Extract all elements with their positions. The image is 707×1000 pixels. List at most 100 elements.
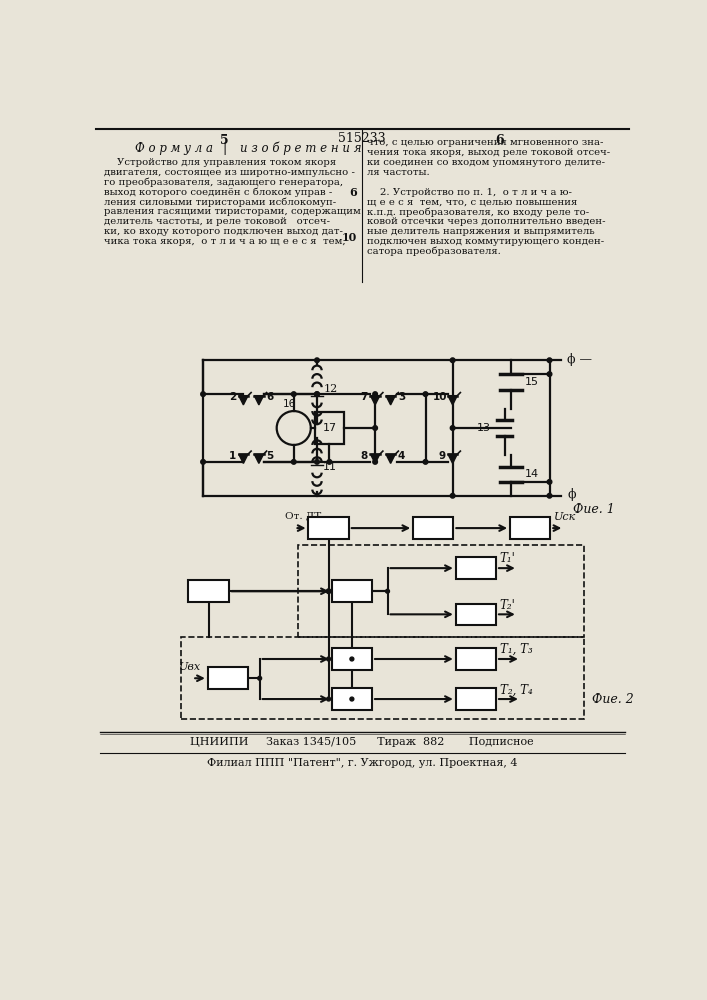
Text: Uвх: Uвх — [180, 662, 201, 672]
Text: 26: 26 — [467, 562, 484, 575]
Text: T₂': T₂' — [500, 599, 516, 612]
Circle shape — [327, 460, 332, 464]
Circle shape — [201, 392, 206, 396]
Bar — [332, 688, 372, 710]
Circle shape — [385, 589, 390, 593]
Text: го преобразователя, задающего генератора,: го преобразователя, задающего генератора… — [104, 177, 343, 187]
Bar — [332, 648, 372, 670]
Circle shape — [423, 392, 428, 396]
Circle shape — [315, 358, 320, 363]
Polygon shape — [370, 454, 380, 463]
Circle shape — [547, 480, 552, 484]
Polygon shape — [239, 396, 248, 405]
Text: 29: 29 — [425, 522, 442, 535]
Text: Устройство для управления током якоря: Устройство для управления током якоря — [104, 158, 336, 167]
Text: 5: 5 — [266, 451, 274, 461]
Text: ля частоты.: ля частоты. — [368, 168, 430, 177]
Circle shape — [327, 697, 331, 701]
Text: От. ДТ: От. ДТ — [285, 511, 321, 520]
Polygon shape — [448, 454, 457, 463]
Circle shape — [291, 460, 296, 464]
Text: что, с целью ограничения мгновенного зна-: что, с целью ограничения мгновенного зна… — [368, 138, 604, 147]
Text: T₁, T₃: T₁, T₃ — [500, 643, 532, 656]
Text: 9: 9 — [438, 451, 445, 461]
Circle shape — [547, 372, 552, 376]
Text: 14: 14 — [525, 469, 539, 479]
Text: 6: 6 — [349, 187, 357, 198]
Text: 5: 5 — [220, 134, 228, 147]
Text: ковой отсечки через дополнительно введен-: ковой отсечки через дополнительно введен… — [368, 217, 606, 226]
Text: 20: 20 — [343, 652, 361, 666]
Bar — [182, 637, 585, 719]
Text: 28: 28 — [522, 522, 539, 535]
Text: делитель частоты, и реле токовой   отсеч-: делитель частоты, и реле токовой отсеч- — [104, 217, 330, 226]
Text: 16: 16 — [284, 399, 296, 409]
Bar — [315, 412, 344, 444]
Polygon shape — [370, 396, 380, 405]
Circle shape — [373, 392, 378, 396]
Circle shape — [547, 493, 552, 498]
Circle shape — [315, 392, 320, 396]
Text: ления силовыми тиристорами исблокомуп-: ления силовыми тиристорами исблокомуп- — [104, 197, 336, 207]
Text: 24: 24 — [467, 693, 484, 706]
Bar — [510, 517, 550, 539]
Text: 22: 22 — [219, 672, 237, 685]
Text: 21: 21 — [343, 693, 361, 706]
Text: 6: 6 — [495, 134, 503, 147]
Bar — [413, 517, 453, 539]
Text: 23: 23 — [467, 652, 484, 666]
Bar — [208, 667, 248, 689]
Text: 17: 17 — [322, 423, 337, 433]
Bar — [456, 557, 496, 579]
Circle shape — [350, 697, 354, 701]
Circle shape — [350, 657, 354, 661]
Text: 7: 7 — [361, 392, 368, 402]
Circle shape — [258, 676, 262, 680]
Text: ные делитель напряжения и выпрямитель: ные делитель напряжения и выпрямитель — [368, 227, 595, 236]
Text: 19: 19 — [320, 522, 337, 535]
Text: 1: 1 — [229, 451, 236, 461]
Bar — [456, 648, 496, 670]
Text: ϕ: ϕ — [567, 488, 575, 501]
Circle shape — [291, 392, 296, 396]
Text: ки, ко входу которого подключен выход дат-: ки, ко входу которого подключен выход да… — [104, 227, 343, 236]
Bar — [308, 517, 349, 539]
Polygon shape — [386, 454, 395, 463]
Circle shape — [201, 460, 206, 464]
Text: подключен выход коммутирующего конден-: подключен выход коммутирующего конден- — [368, 237, 604, 246]
Bar — [298, 545, 585, 637]
Polygon shape — [386, 396, 395, 405]
Circle shape — [450, 426, 455, 430]
Circle shape — [423, 460, 428, 464]
Circle shape — [450, 358, 455, 363]
Text: 10: 10 — [342, 232, 357, 243]
Text: 515233: 515233 — [338, 132, 386, 145]
Bar — [456, 688, 496, 710]
Circle shape — [547, 358, 552, 363]
Text: 10: 10 — [433, 392, 448, 402]
Text: 13: 13 — [477, 423, 491, 433]
Text: 6: 6 — [266, 392, 274, 402]
Text: двигателя, состоящее из широтно-импульсно -: двигателя, состоящее из широтно-импульсн… — [104, 168, 355, 177]
Circle shape — [373, 426, 378, 430]
Text: 3: 3 — [398, 392, 405, 402]
Text: чения тока якоря, выход реле токовой отсеч-: чения тока якоря, выход реле токовой отс… — [368, 148, 611, 157]
Circle shape — [327, 657, 331, 661]
Text: Филиал ППП "Патент", г. Ужгород, ул. Проектная, 4: Филиал ППП "Патент", г. Ужгород, ул. Про… — [206, 758, 518, 768]
Bar — [332, 580, 372, 602]
Text: 8: 8 — [361, 451, 368, 461]
Bar — [188, 580, 228, 602]
Text: сатора преобразователя.: сатора преобразователя. — [368, 247, 501, 256]
Text: 15: 15 — [525, 377, 539, 387]
Bar — [456, 604, 496, 625]
Text: |: | — [222, 142, 226, 155]
Text: чика тока якоря,  о т л и ч а ю щ е е с я  тем,: чика тока якоря, о т л и ч а ю щ е е с я… — [104, 237, 346, 246]
Text: к.п.д. преобразователя, ко входу реле то-: к.п.д. преобразователя, ко входу реле то… — [368, 207, 590, 217]
Text: 18: 18 — [200, 585, 217, 598]
Text: T₂, T₄: T₂, T₄ — [500, 683, 532, 696]
Text: Фие. 2: Фие. 2 — [592, 693, 634, 706]
Text: 11: 11 — [323, 462, 337, 472]
Text: и з о б р е т е н и я: и з о б р е т е н и я — [240, 142, 361, 155]
Text: 2. Устройство по п. 1,  о т л и ч а ю-: 2. Устройство по п. 1, о т л и ч а ю- — [368, 188, 572, 197]
Text: 25: 25 — [343, 585, 361, 598]
